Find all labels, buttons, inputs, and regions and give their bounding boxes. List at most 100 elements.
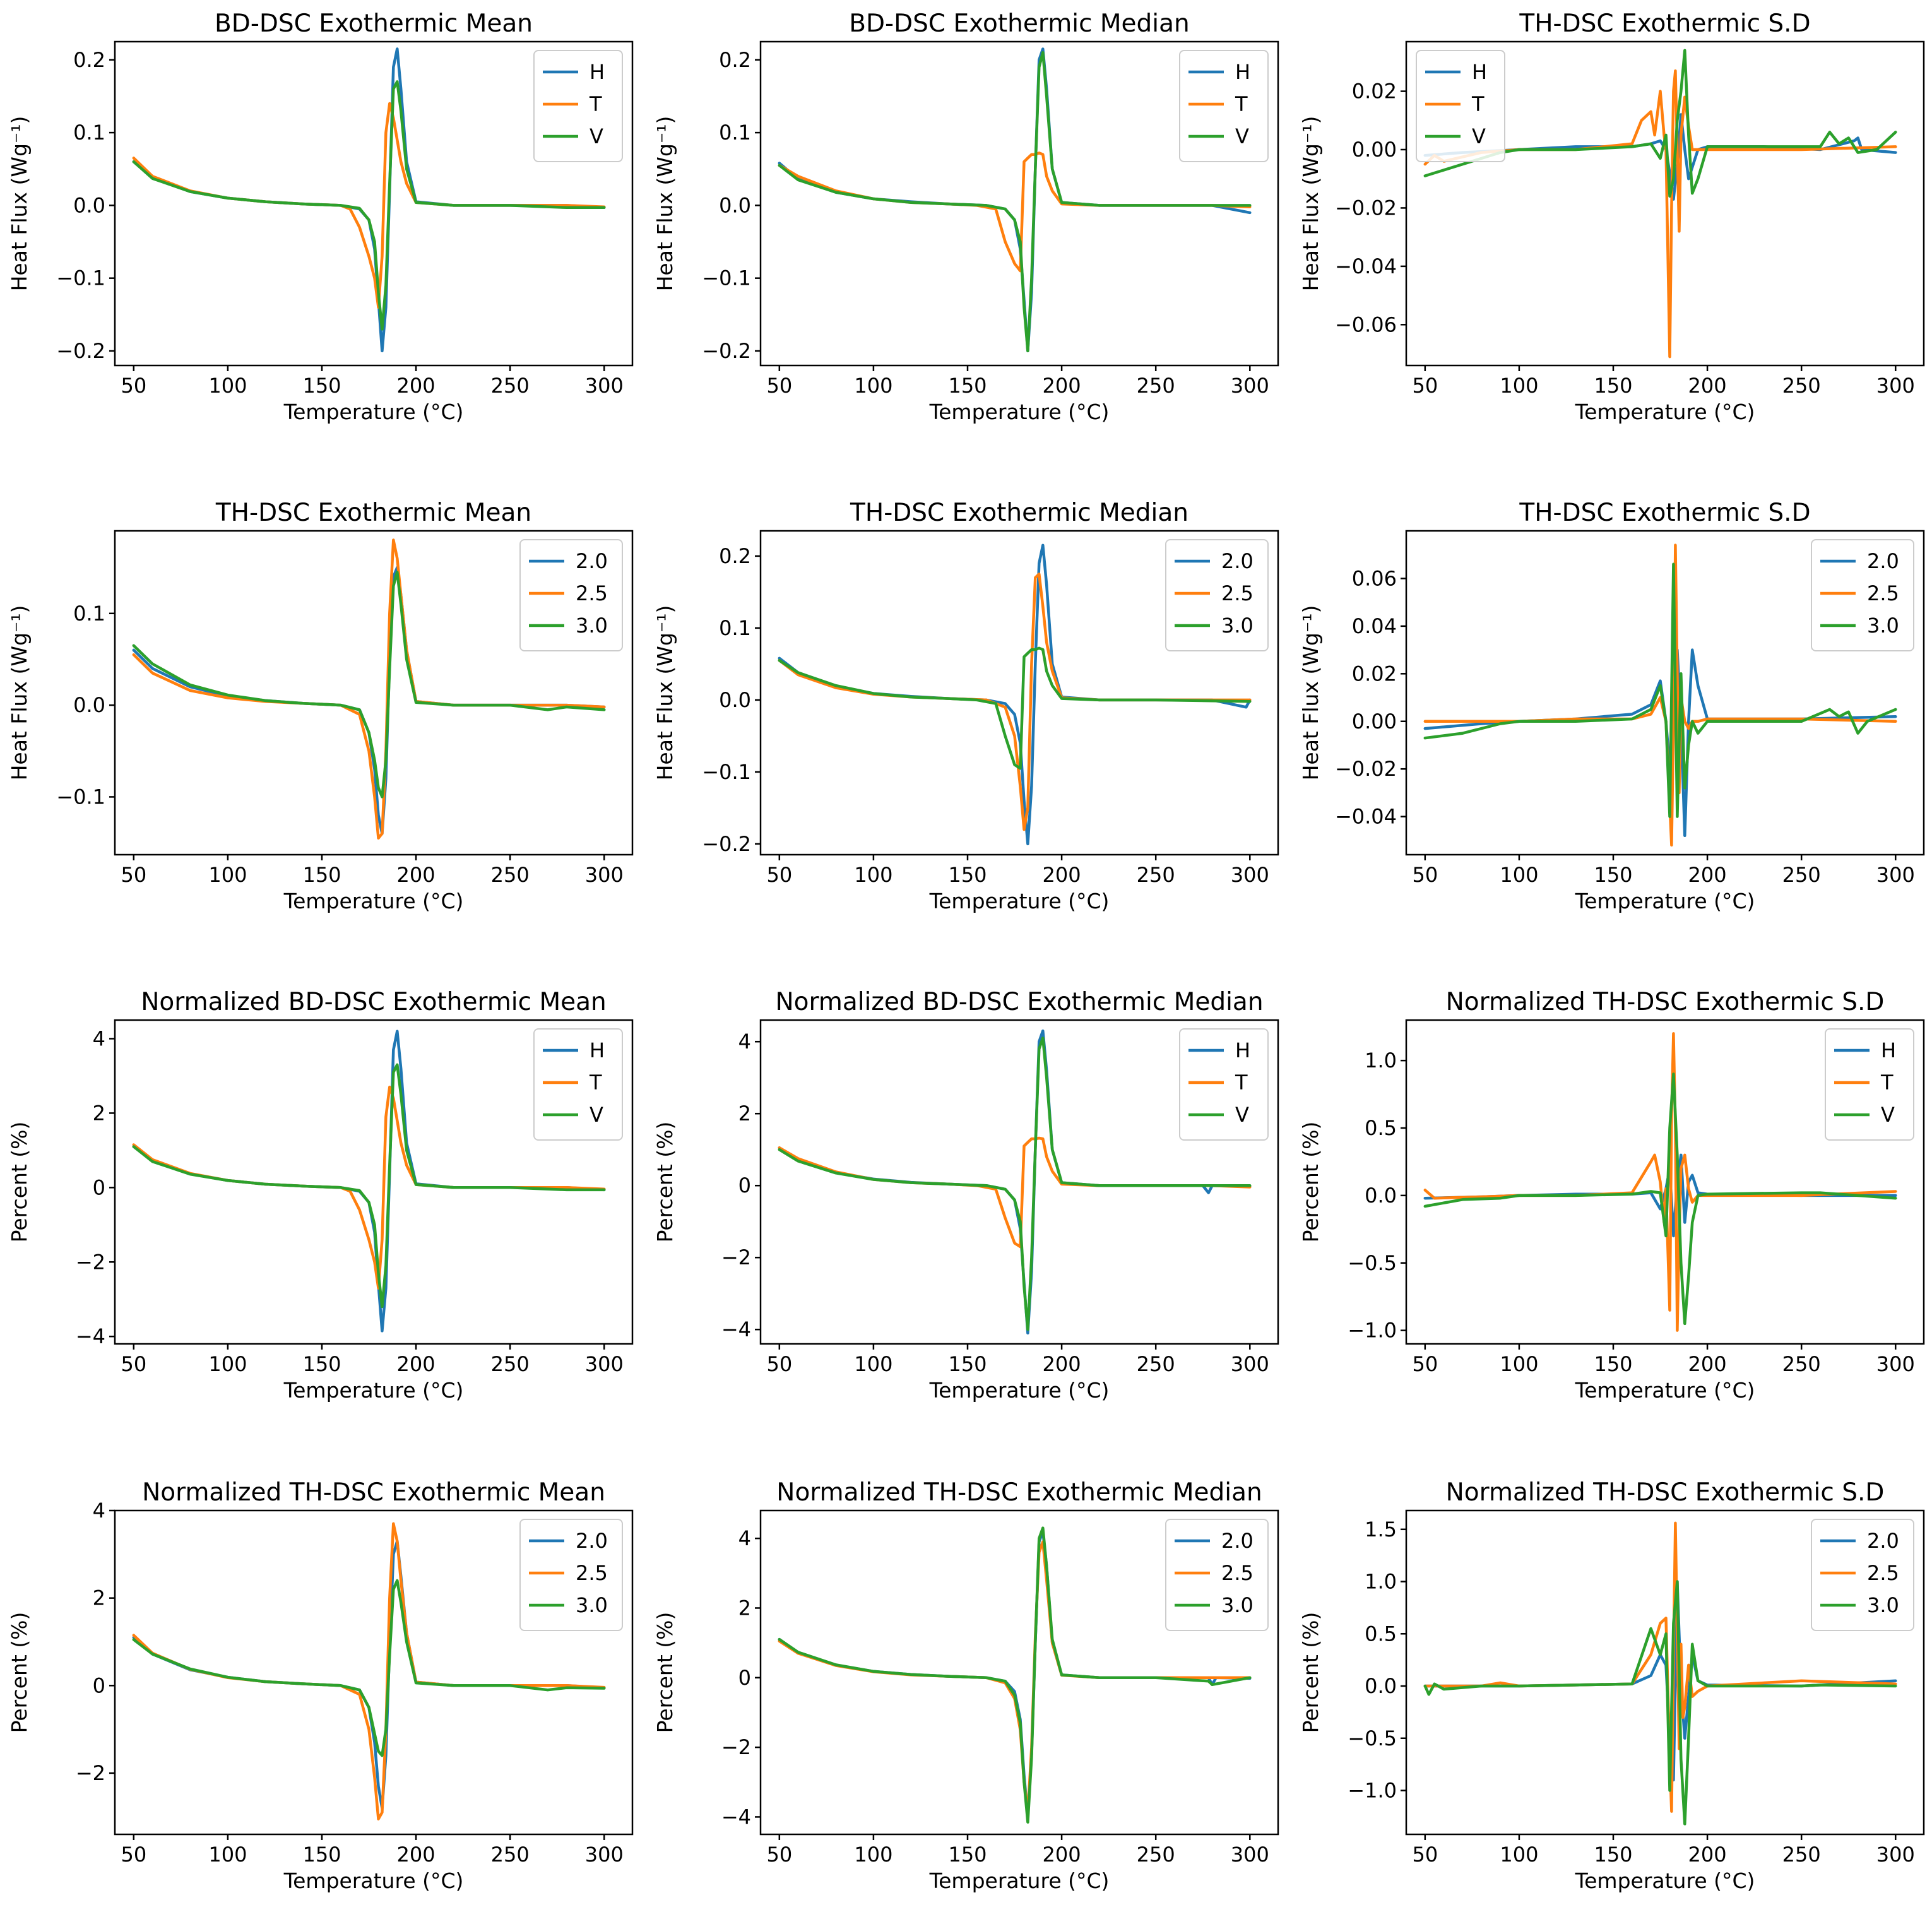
axes-frame — [1405, 530, 1925, 856]
legend-label: 2.0 — [576, 1529, 608, 1553]
x-tick-label: 100 — [1500, 1843, 1538, 1867]
legend-label: 3.0 — [1867, 614, 1899, 638]
legend: HTV — [533, 1028, 623, 1141]
legend-box — [519, 1519, 623, 1631]
y-tick-label: 0.04 — [1352, 614, 1397, 638]
legend: HTV — [1416, 50, 1505, 162]
y-axis-label: Percent (%) — [1298, 1612, 1323, 1733]
x-axis-label: Temperature (°C) — [283, 889, 464, 913]
x-tick-label: 50 — [121, 374, 146, 398]
x-tick-label: 250 — [1137, 863, 1175, 887]
y-tick-label: −0.02 — [1335, 757, 1397, 781]
x-tick-label: 200 — [1688, 863, 1727, 887]
x-tick-label: 50 — [121, 1843, 146, 1867]
subplot-11: Normalized TH-DSC Exothermic Median 50 100… — [653, 1478, 1279, 1893]
subplot-1: BD-DSC Exothermic Mean 50 100 150 200 250 300 −… — [7, 9, 634, 424]
x-tick-label: 50 — [1412, 1843, 1438, 1867]
x-tick-label: 150 — [948, 1352, 987, 1376]
legend-label: T — [1471, 92, 1485, 116]
legend: HTV — [1179, 1028, 1269, 1141]
x-tick-label: 300 — [585, 863, 624, 887]
legend-label: 3.0 — [1867, 1593, 1899, 1617]
y-tick-label: −0.2 — [702, 339, 751, 363]
x-tick-label: 200 — [1688, 374, 1727, 398]
y-tick-label: 0.1 — [73, 602, 105, 626]
series-line-3-0 — [1423, 1580, 1897, 1826]
subplot-10: Normalized TH-DSC Exothermic Mean 50 100 15… — [7, 1478, 634, 1893]
series-line-V — [132, 1063, 606, 1309]
y-tick-label: −0.1 — [56, 785, 105, 809]
y-tick-label: 0.00 — [1352, 710, 1397, 733]
y-axis-label: Heat Flux (Wg⁻¹) — [653, 605, 677, 781]
x-tick-label: 150 — [1594, 1352, 1632, 1376]
y-tick-label: 0 — [93, 1175, 105, 1199]
y-tick-label: 2 — [93, 1586, 105, 1610]
x-tick-label: 50 — [1412, 374, 1438, 398]
y-axis-label: Percent (%) — [653, 1122, 677, 1243]
y-tick-label: −0.1 — [702, 760, 751, 784]
x-axis-label: Temperature (°C) — [283, 1378, 464, 1403]
legend: 2.0 2.5 3.0 — [1811, 1519, 1914, 1631]
x-tick-label: 200 — [1043, 1352, 1081, 1376]
series-line-3-0 — [132, 571, 606, 799]
x-tick-label: 250 — [1137, 1843, 1175, 1867]
axes-frame — [1405, 40, 1925, 367]
legend-label: 2.0 — [1867, 1529, 1899, 1553]
y-tick-label: 0.5 — [1365, 1622, 1397, 1646]
y-tick-label: 0.06 — [1352, 566, 1397, 590]
x-tick-label: 50 — [1412, 863, 1438, 887]
x-tick-label: 200 — [397, 1352, 436, 1376]
subplot-7: Normalized BD-DSC Exothermic Mean 50 100 15… — [7, 988, 634, 1403]
x-tick-label: 200 — [397, 374, 436, 398]
x-tick-label: 250 — [491, 863, 530, 887]
legend-label: 2.5 — [1867, 581, 1899, 605]
series-line-3-0 — [1423, 562, 1897, 818]
y-axis-label: Heat Flux (Wg⁻¹) — [1298, 605, 1323, 781]
legend-box — [533, 1028, 623, 1141]
x-tick-label: 50 — [766, 1352, 792, 1376]
y-tick-label: 0.2 — [719, 48, 751, 72]
y-axis-label: Heat Flux (Wg⁻¹) — [1298, 116, 1323, 292]
y-tick-label: 0.02 — [1352, 80, 1397, 104]
legend-label: V — [590, 1103, 603, 1127]
y-tick-label: 0.1 — [719, 121, 751, 145]
x-tick-label: 150 — [1594, 863, 1632, 887]
legend-box — [519, 539, 623, 651]
x-tick-label: 100 — [854, 374, 892, 398]
y-tick-label: −1.0 — [1348, 1319, 1397, 1343]
series-line-V — [778, 1036, 1252, 1331]
y-tick-label: −0.02 — [1335, 196, 1397, 220]
legend-label: H — [590, 60, 605, 84]
series-line-2-0 — [1423, 648, 1897, 838]
legend: HTV — [1179, 50, 1269, 162]
x-tick-label: 50 — [766, 863, 792, 887]
y-tick-label: 4 — [93, 1026, 105, 1050]
subplot-12: Normalized TH-DSC Exothermic S.D 50 100 150… — [1298, 1478, 1925, 1893]
y-tick-label: −2 — [721, 1245, 751, 1269]
y-tick-label: 0.0 — [73, 693, 105, 717]
x-tick-label: 100 — [208, 1843, 247, 1867]
axes-frame — [1405, 1509, 1925, 1836]
x-tick-label: 250 — [1137, 374, 1175, 398]
series-line-T — [778, 151, 1252, 273]
y-tick-label: 1.0 — [1365, 1570, 1397, 1594]
y-axis-label: Percent (%) — [653, 1612, 677, 1733]
y-axis-label: Percent (%) — [7, 1612, 32, 1733]
subplot-6: TH-DSC Exothermic S.D 50 100 150 200 250 300 −0… — [1298, 499, 1925, 913]
legend-label: 2.0 — [1867, 549, 1899, 573]
y-tick-label: 0 — [738, 1666, 751, 1690]
subplot-5: TH-DSC Exothermic Median 50 100 150 200 250 30… — [653, 499, 1279, 913]
axes-frame — [114, 1509, 634, 1836]
x-axis-label: Temperature (°C) — [283, 400, 464, 424]
x-tick-label: 300 — [1231, 1352, 1269, 1376]
y-tick-label: 0.0 — [1365, 1674, 1397, 1698]
axes-frame — [759, 1019, 1279, 1345]
legend: HTV — [1825, 1028, 1914, 1141]
x-axis-label: Temperature (°C) — [1575, 1868, 1755, 1893]
axes-frame — [1405, 1019, 1925, 1345]
y-tick-label: 4 — [93, 1499, 105, 1523]
x-tick-label: 100 — [1500, 1352, 1538, 1376]
x-tick-label: 200 — [1688, 1352, 1727, 1376]
y-tick-label: 1.5 — [1365, 1517, 1397, 1541]
legend-label: 3.0 — [1221, 1593, 1253, 1617]
